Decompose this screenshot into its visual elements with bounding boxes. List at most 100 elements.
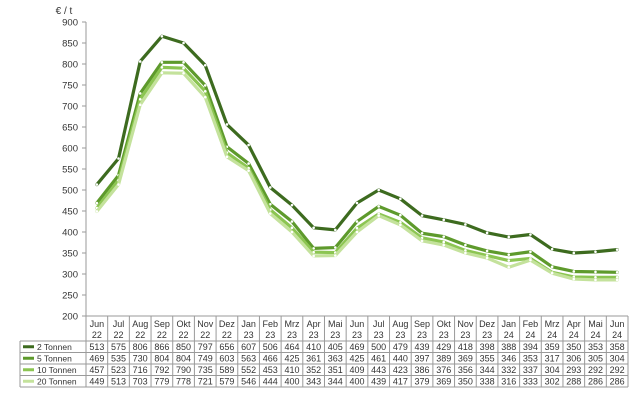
y-tick-label: 250 bbox=[62, 291, 78, 302]
table-cell-value: 359 bbox=[545, 342, 560, 352]
x-tick-label: Sep 23 bbox=[414, 319, 430, 340]
table-cell-value: 506 bbox=[263, 342, 278, 352]
table-cell-value: 304 bbox=[610, 353, 625, 363]
table-cell-value: 316 bbox=[501, 376, 516, 386]
data-point bbox=[572, 277, 576, 281]
x-tick-label: Sep 22 bbox=[154, 319, 170, 340]
table-cell-value: 358 bbox=[610, 342, 625, 352]
legend-label: 5 Tonnen bbox=[37, 353, 72, 363]
data-point bbox=[507, 259, 511, 262]
data-point bbox=[182, 41, 185, 45]
data-point bbox=[615, 271, 619, 274]
table-cell-value: 439 bbox=[415, 342, 430, 352]
table-cell-value: 429 bbox=[436, 342, 451, 352]
table-cell-value: 398 bbox=[480, 342, 495, 352]
x-tick-label: Apr 23 bbox=[307, 319, 321, 340]
table-cell-value: 607 bbox=[241, 342, 256, 352]
data-point bbox=[160, 71, 164, 75]
table-cell-value: 346 bbox=[501, 353, 516, 363]
y-tick-label: 350 bbox=[62, 249, 78, 260]
data-point bbox=[203, 63, 207, 67]
data-point bbox=[485, 231, 489, 235]
data-point bbox=[203, 84, 207, 87]
table-cell-value: 369 bbox=[458, 353, 473, 363]
table-cell-value: 457 bbox=[89, 365, 104, 375]
table-cell-value: 749 bbox=[198, 353, 213, 363]
data-point bbox=[247, 143, 250, 147]
data-point bbox=[529, 250, 532, 254]
data-point bbox=[377, 205, 380, 208]
data-point bbox=[203, 90, 207, 93]
table-cell-value: 317 bbox=[545, 353, 560, 363]
data-point bbox=[138, 92, 142, 95]
data-point bbox=[160, 61, 164, 64]
data-point bbox=[95, 210, 99, 213]
table-cell-value: 790 bbox=[176, 365, 191, 375]
table-cell-value: 552 bbox=[241, 365, 256, 375]
x-tick-label: Dez 22 bbox=[219, 319, 236, 340]
y-tick-label: 200 bbox=[62, 312, 78, 323]
table-cell-value: 305 bbox=[588, 353, 603, 363]
table-cell-value: 350 bbox=[458, 376, 473, 386]
table-cell-value: 353 bbox=[588, 342, 603, 352]
data-point bbox=[334, 228, 337, 232]
table-cell-value: 386 bbox=[415, 365, 430, 375]
data-point bbox=[550, 265, 554, 269]
table-cell-value: 388 bbox=[501, 342, 516, 352]
data-point bbox=[594, 278, 597, 282]
table-cell-value: 443 bbox=[371, 365, 386, 375]
table-cell-value: 425 bbox=[349, 353, 364, 363]
data-point bbox=[160, 34, 164, 38]
x-tick-label: Okt 23 bbox=[437, 319, 452, 340]
data-point bbox=[442, 235, 446, 238]
data-point bbox=[572, 270, 576, 273]
table-cell-value: 721 bbox=[198, 376, 213, 386]
x-tick-label: Okt 22 bbox=[177, 319, 192, 340]
table-cell-value: 797 bbox=[198, 342, 213, 352]
data-point bbox=[550, 271, 554, 275]
y-tick-label: 850 bbox=[62, 39, 78, 50]
data-point bbox=[225, 123, 229, 126]
data-point bbox=[334, 254, 337, 257]
data-point bbox=[594, 276, 597, 279]
data-point bbox=[377, 188, 380, 192]
x-tick-label: Mai 23 bbox=[328, 319, 343, 340]
data-point bbox=[442, 218, 446, 222]
x-tick-label: Aug 23 bbox=[392, 319, 408, 340]
x-tick-label: Mrz 24 bbox=[545, 319, 560, 340]
table-cell-value: 337 bbox=[523, 365, 538, 375]
y-tick-label: 600 bbox=[62, 144, 78, 155]
data-point bbox=[355, 226, 359, 230]
data-point bbox=[268, 202, 272, 206]
table-cell-value: 500 bbox=[371, 342, 386, 352]
table-cell-value: 409 bbox=[349, 365, 364, 375]
x-tick-label: Feb 24 bbox=[523, 319, 539, 340]
series-line-10-tonnen bbox=[95, 65, 619, 279]
x-tick-label: Nov 22 bbox=[197, 319, 214, 340]
table-cell-value: 410 bbox=[284, 365, 299, 375]
y-tick-label: 800 bbox=[62, 60, 78, 71]
table-cell-value: 293 bbox=[566, 365, 581, 375]
data-point bbox=[182, 66, 185, 70]
data-point bbox=[355, 201, 359, 205]
x-tick-label: Feb 23 bbox=[263, 319, 279, 340]
table-cell-value: 464 bbox=[284, 342, 299, 352]
table-cell-value: 804 bbox=[176, 353, 191, 363]
table-cell-value: 563 bbox=[241, 353, 256, 363]
table-cell-value: 356 bbox=[458, 365, 473, 375]
table-cell-value: 716 bbox=[133, 365, 148, 375]
data-point bbox=[420, 239, 424, 243]
data-point bbox=[95, 201, 99, 205]
x-tick-label: Jan 24 bbox=[502, 319, 517, 340]
table-cell-value: 513 bbox=[111, 376, 126, 386]
table-cell-value: 376 bbox=[436, 365, 451, 375]
table-cell-value: 369 bbox=[436, 376, 451, 386]
data-point bbox=[182, 71, 185, 75]
data-point bbox=[182, 61, 185, 64]
y-tick-label: 750 bbox=[62, 81, 78, 92]
table-cell-value: 343 bbox=[306, 376, 321, 386]
table-cell-value: 338 bbox=[480, 376, 495, 386]
table-cell-value: 444 bbox=[263, 376, 278, 386]
data-point bbox=[160, 66, 164, 69]
data-point bbox=[334, 246, 337, 249]
